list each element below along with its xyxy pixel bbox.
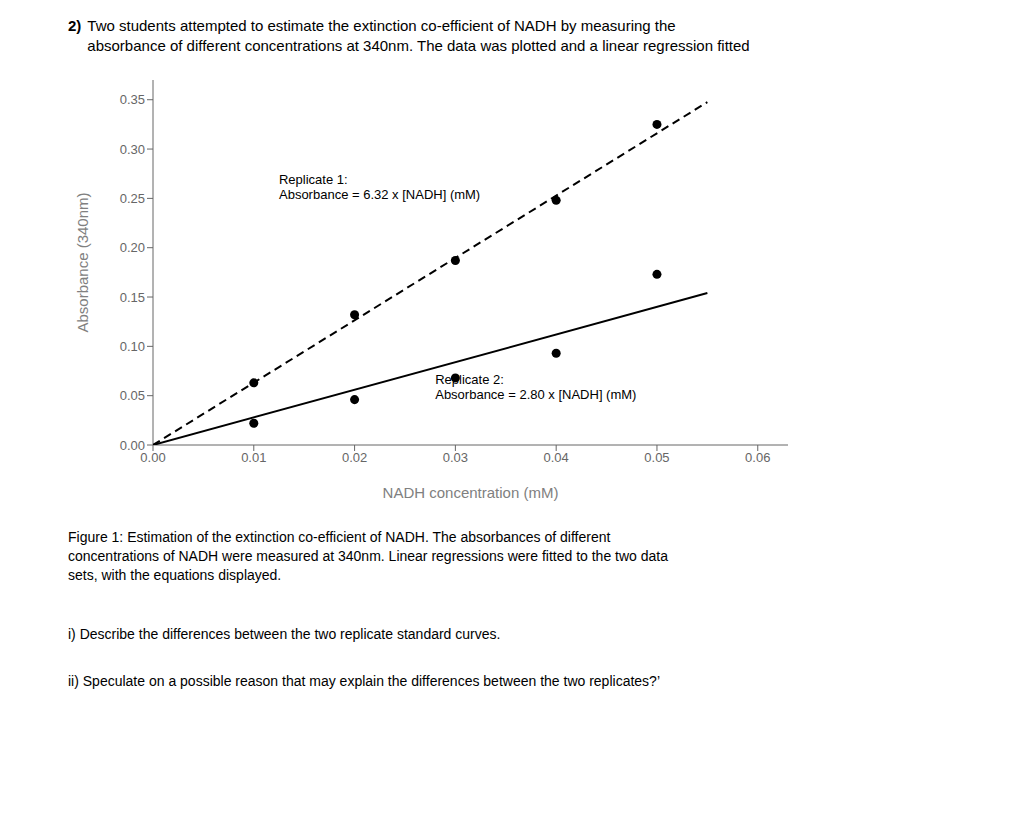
svg-text:0.01: 0.01 [241,450,266,465]
html-text:2) Two students attempted to e: 2) Two students attempted to estimate th… [68,17,750,54]
svg-text:0.03: 0.03 [443,450,468,465]
svg-text:0.15: 0.15 [120,290,145,305]
svg-text:Replicate 1:Absorbance = 6.32: Replicate 1:Absorbance = 6.32 x [NADH] (… [279,172,480,202]
svg-text:0.04: 0.04 [544,450,569,465]
svg-text:0.06: 0.06 [745,450,770,465]
svg-text:NADH concentration (mM): NADH concentration (mM) [383,484,559,501]
html-text:i) Describe the differences be: i) Describe the differences between the … [68,626,501,642]
svg-text:0.00: 0.00 [140,450,166,466]
svg-text:0.25: 0.25 [120,191,145,206]
svg-text:0.00: 0.00 [120,438,145,453]
svg-text:0.05: 0.05 [120,388,145,403]
svg-text:0.30: 0.30 [120,142,145,157]
html-text:ii) Speculate on a possible re: ii) Speculate on a possible reason that … [68,673,660,689]
svg-text:0.10: 0.10 [120,339,145,354]
svg-text:0.35: 0.35 [120,92,145,107]
svg-text:Replicate 2:Absorbance = 2.80: Replicate 2:Absorbance = 2.80 x [NADH] (… [435,372,636,402]
svg-text:Absorbance (340nm): Absorbance (340nm) [74,192,91,332]
svg-text:0.02: 0.02 [342,450,367,465]
svg-text:0.05: 0.05 [644,450,669,465]
html-text:Figure 1: Estimation of the ex: Figure 1: Estimation of the extinction c… [68,529,668,583]
svg-text:0.20: 0.20 [120,240,145,255]
